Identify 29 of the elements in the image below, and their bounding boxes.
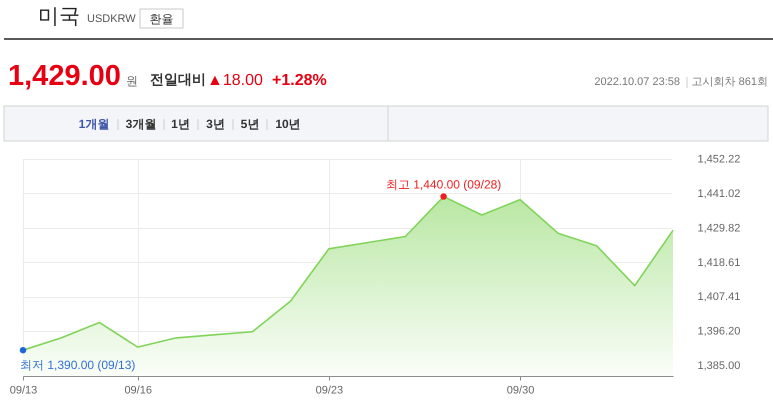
text: ▲18.00 xyxy=(207,72,263,89)
y-tick-label: 1,452.22 xyxy=(698,154,740,166)
text: 5년 xyxy=(240,117,260,131)
text: 원 xyxy=(126,74,138,88)
text: 1개월 xyxy=(78,117,110,131)
chart-title: 미국 xyxy=(38,5,80,28)
chart-subtitle: USDKRW xyxy=(87,13,136,25)
text: 환율 xyxy=(150,12,174,26)
y-tick-label: 1,441.02 xyxy=(698,188,740,200)
y-tick-label: 1,418.61 xyxy=(698,256,740,269)
annotation: 최고 1,440.00 (09/28) xyxy=(386,178,502,192)
x-tick-label: 09/13 xyxy=(10,384,38,396)
x-tick-label: 09/30 xyxy=(506,384,534,396)
text: 3개월 xyxy=(126,117,156,131)
y-tick-label: 1,429.82 xyxy=(698,222,740,234)
y-tick-label: 1,396.20 xyxy=(698,326,740,338)
text: +1.28% xyxy=(272,72,327,89)
text: 3년 xyxy=(206,117,225,131)
text: 고시회차 861회 xyxy=(692,76,768,88)
annotation: 최저 1,390.00 (09/13) xyxy=(20,358,136,372)
x-tick-label: 09/16 xyxy=(124,384,152,396)
y-tick-label: 1,385.00 xyxy=(698,360,740,372)
x-tick-label: 09/23 xyxy=(316,384,344,396)
text: 10년 xyxy=(275,117,301,131)
y-tick-label: 1,407.41 xyxy=(698,291,740,304)
text: 1,429.00 xyxy=(8,60,121,92)
text: 2022.10.07 23:58 xyxy=(594,76,680,88)
text: 전일대비 xyxy=(150,71,206,87)
text: 1년 xyxy=(171,117,190,131)
